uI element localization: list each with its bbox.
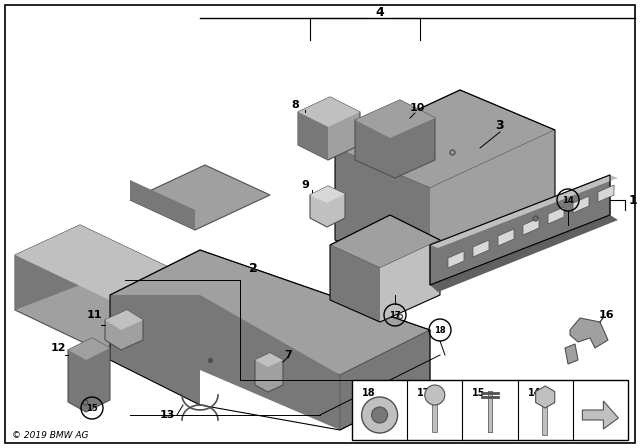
Bar bbox=[352, 380, 628, 440]
Polygon shape bbox=[130, 180, 195, 230]
Polygon shape bbox=[355, 100, 435, 138]
Polygon shape bbox=[330, 245, 380, 322]
Polygon shape bbox=[340, 330, 430, 430]
Polygon shape bbox=[498, 229, 514, 246]
Polygon shape bbox=[298, 97, 360, 127]
Text: 1: 1 bbox=[628, 194, 637, 207]
Polygon shape bbox=[335, 148, 430, 285]
Polygon shape bbox=[573, 196, 589, 213]
Polygon shape bbox=[15, 225, 185, 360]
Text: 330907: 330907 bbox=[593, 431, 628, 440]
Polygon shape bbox=[15, 230, 80, 310]
Text: 15: 15 bbox=[472, 388, 486, 398]
Text: 17: 17 bbox=[417, 388, 431, 398]
Polygon shape bbox=[430, 130, 555, 285]
Text: 16: 16 bbox=[598, 310, 614, 320]
Polygon shape bbox=[110, 295, 340, 430]
Polygon shape bbox=[298, 97, 360, 160]
Text: © 2019 BMW AG: © 2019 BMW AG bbox=[12, 431, 88, 440]
Polygon shape bbox=[105, 310, 143, 330]
Text: 18: 18 bbox=[362, 388, 376, 398]
Text: 12: 12 bbox=[51, 343, 66, 353]
Polygon shape bbox=[355, 100, 435, 178]
Polygon shape bbox=[548, 207, 564, 224]
Polygon shape bbox=[430, 175, 610, 285]
Text: 2: 2 bbox=[248, 262, 257, 275]
Polygon shape bbox=[15, 225, 185, 305]
Polygon shape bbox=[68, 338, 110, 360]
Polygon shape bbox=[565, 344, 578, 364]
Polygon shape bbox=[310, 186, 345, 227]
Text: 8: 8 bbox=[291, 100, 299, 110]
Polygon shape bbox=[255, 353, 283, 367]
Polygon shape bbox=[335, 90, 555, 188]
Polygon shape bbox=[448, 251, 464, 268]
Polygon shape bbox=[255, 353, 283, 392]
Text: 17: 17 bbox=[389, 310, 401, 319]
Polygon shape bbox=[298, 112, 328, 160]
Text: 4: 4 bbox=[376, 5, 385, 18]
Polygon shape bbox=[536, 386, 555, 408]
Polygon shape bbox=[330, 215, 440, 268]
Polygon shape bbox=[473, 240, 489, 257]
Text: 7: 7 bbox=[284, 350, 292, 360]
Text: 11: 11 bbox=[86, 310, 102, 320]
Polygon shape bbox=[598, 185, 614, 202]
Polygon shape bbox=[430, 175, 618, 248]
Polygon shape bbox=[523, 218, 539, 235]
Text: 10: 10 bbox=[410, 103, 425, 113]
Text: 13: 13 bbox=[159, 410, 175, 420]
Text: 9: 9 bbox=[301, 180, 309, 190]
Polygon shape bbox=[430, 215, 618, 292]
Polygon shape bbox=[110, 250, 430, 375]
Polygon shape bbox=[380, 240, 440, 322]
Circle shape bbox=[425, 385, 445, 405]
Polygon shape bbox=[68, 338, 110, 412]
Polygon shape bbox=[310, 186, 345, 203]
Text: 18: 18 bbox=[434, 326, 446, 335]
Circle shape bbox=[372, 407, 388, 423]
Polygon shape bbox=[570, 318, 608, 348]
Polygon shape bbox=[582, 401, 618, 429]
Polygon shape bbox=[130, 165, 270, 230]
Text: 14: 14 bbox=[562, 195, 574, 204]
Text: 3: 3 bbox=[496, 119, 504, 132]
Text: 15: 15 bbox=[86, 404, 98, 413]
Polygon shape bbox=[105, 310, 143, 350]
Circle shape bbox=[362, 397, 397, 433]
Text: 14: 14 bbox=[527, 388, 541, 398]
